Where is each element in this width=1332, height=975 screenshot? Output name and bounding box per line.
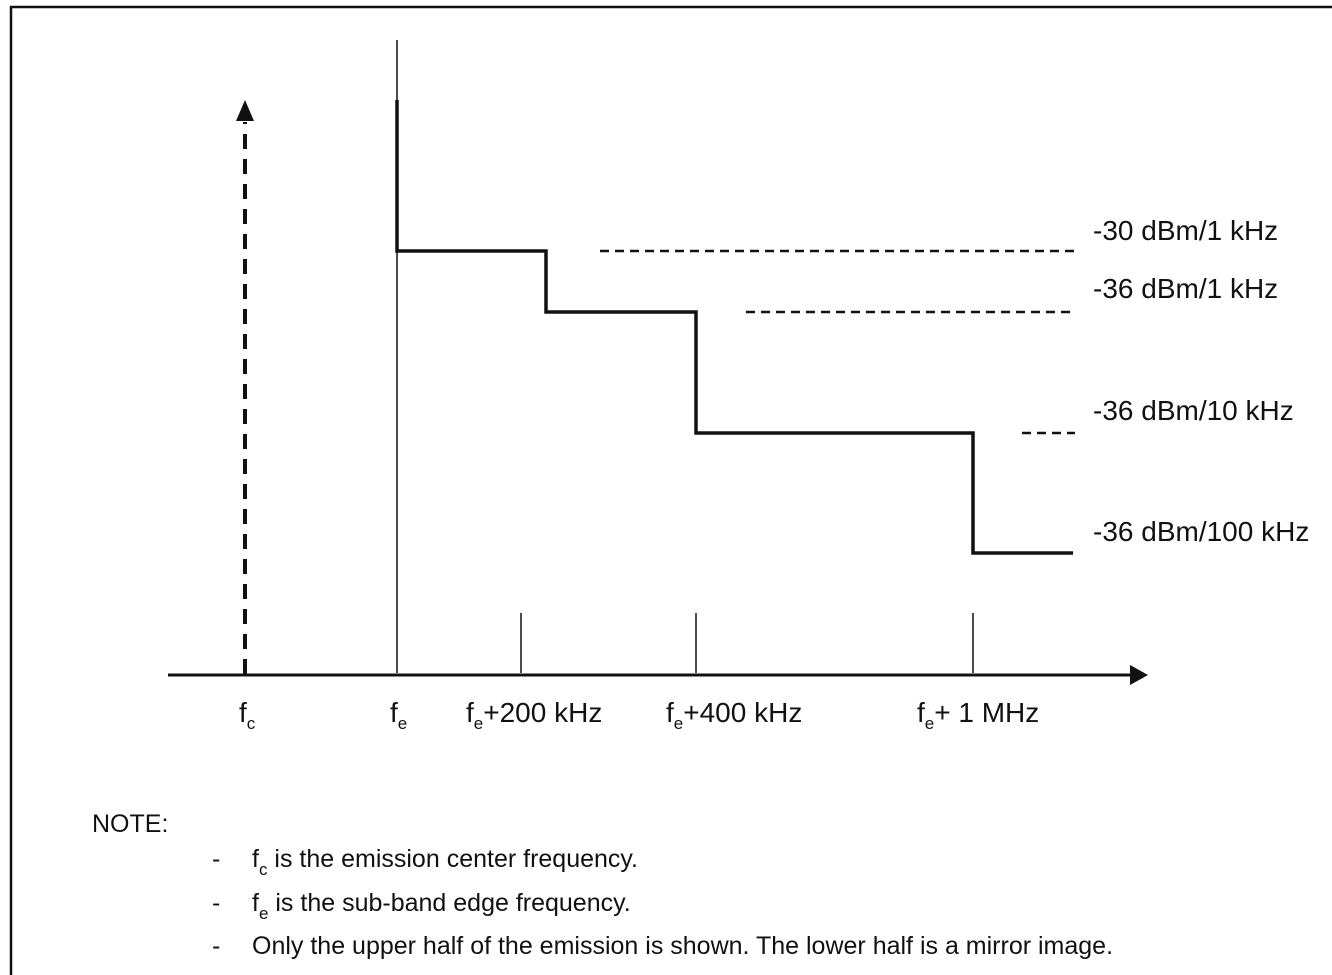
level-label: -36 dBm/100 kHz: [1093, 516, 1309, 547]
axis-label-fe1m: fe+ 1 MHz: [917, 697, 1039, 733]
level-label: -36 dBm/10 kHz: [1093, 395, 1294, 426]
note-heading: NOTE:: [92, 810, 168, 838]
level-label: -36 dBm/1 kHz: [1093, 273, 1278, 304]
emission-mask-line: [395, 100, 1073, 555]
note-bullet: -: [212, 889, 220, 917]
axis-label-fc: fc: [239, 697, 256, 733]
frequency-axis-arrowhead: [1130, 665, 1148, 685]
note-item: Only the upper half of the emission is s…: [252, 932, 1113, 960]
figure-frame: [9, 5, 1332, 975]
level-label: -30 dBm/1 kHz: [1093, 215, 1278, 246]
note-bullet: -: [212, 932, 220, 960]
note-item: fe is the sub-band edge frequency.: [252, 889, 631, 923]
note-bullet: -: [212, 845, 220, 873]
axis-label-fe400: fe+400 kHz: [666, 697, 802, 733]
axis-label-fe200: fe+200 kHz: [466, 697, 602, 733]
note-item: fc is the emission center frequency.: [252, 845, 638, 879]
fc-carrier-arrowhead: [236, 100, 254, 121]
axis-label-fe: fe: [390, 697, 407, 733]
